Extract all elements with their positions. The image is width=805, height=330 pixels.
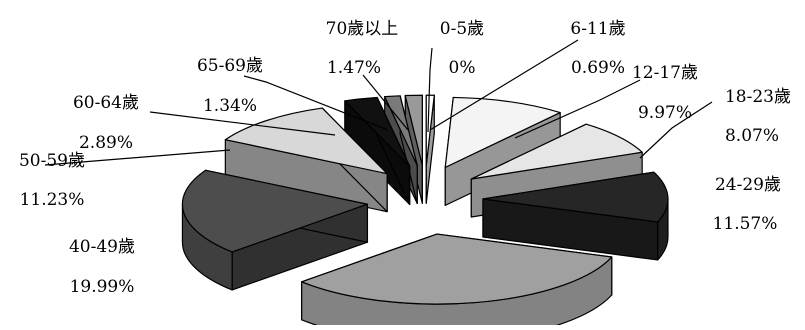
label-70-plus-value: 1.47% — [327, 58, 381, 78]
pie-slice-12-17歲-top — [444, 96, 561, 168]
label-50-59-value: 11.23% — [20, 190, 85, 210]
leader-line-6-11 — [429, 39, 579, 131]
label-50-59-name: 50-59歲 — [19, 151, 85, 171]
label-18-23-name: 18-23歲 — [725, 87, 791, 107]
label-40-49-value: 19.99% — [70, 277, 135, 297]
label-12-17-name: 12-17歲 — [632, 63, 698, 83]
leader-line-18-23 — [639, 101, 713, 159]
data-labels: 0-5歲 0% 6-11歲 0.69% 12-17歲 9.97% 18-23歲 … — [19, 19, 791, 297]
label-65-69-name: 65-69歲 — [197, 56, 263, 76]
label-18-23-value: 8.07% — [725, 126, 779, 146]
pie-slice-30-39歲 — [301, 233, 613, 330]
label-40-49-name: 40-49歲 — [69, 237, 135, 257]
leader-line-12-17 — [514, 79, 641, 139]
label-24-29-value: 11.57% — [713, 214, 778, 234]
leader-line-60-64 — [149, 111, 336, 136]
leader-line-50-59 — [44, 149, 231, 166]
pie-slice-70歲以上-top — [404, 94, 423, 166]
label-6-11-name: 6-11歲 — [570, 19, 625, 39]
pie-slice-65-69歲-top — [384, 95, 418, 167]
label-12-17-value: 9.97% — [638, 103, 692, 123]
label-0-5-name: 0-5歲 — [440, 19, 484, 39]
pie-slice-40-49歲-top — [181, 169, 369, 253]
leader-lines — [44, 39, 713, 166]
leader-line-65-69 — [243, 75, 389, 131]
pie-slice-40-49歲 — [181, 169, 369, 291]
label-0-5-value: 0% — [449, 58, 476, 78]
pie-slice-60-64歲-top — [344, 96, 411, 168]
pie-slice-30-39歲-top — [301, 233, 613, 305]
pie-slice-24-29歲 — [482, 171, 669, 261]
label-60-64-name: 60-64歲 — [73, 93, 139, 113]
label-65-69-value: 1.34% — [203, 96, 257, 116]
label-60-64-value: 2.89% — [79, 133, 133, 153]
leader-line-0-5 — [427, 47, 433, 133]
leader-line-70-plus — [362, 74, 409, 131]
pie-slice-50-59歲-top — [224, 107, 388, 175]
pie-slice-18-23歲-top — [470, 123, 643, 180]
pie-slice-24-29歲-top — [482, 171, 669, 223]
label-24-29-name: 24-29歲 — [715, 175, 781, 195]
pie-slices — [181, 94, 669, 330]
label-6-11-value: 0.69% — [571, 58, 625, 78]
label-70-plus-name: 70歲以上 — [326, 19, 399, 39]
pie-slice-6-11歲 — [425, 94, 435, 204]
